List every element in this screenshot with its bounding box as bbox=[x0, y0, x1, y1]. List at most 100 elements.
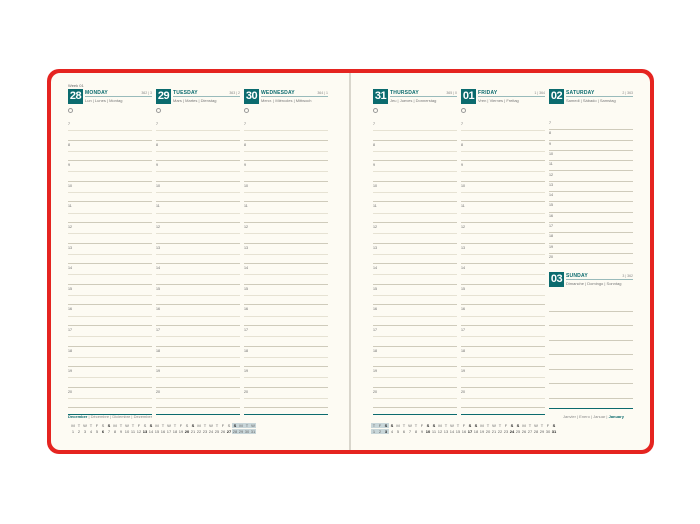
hour-slot[interactable]: 14 bbox=[156, 264, 240, 285]
hour-slot[interactable]: 12 bbox=[244, 223, 328, 244]
hour-slot[interactable]: 17 bbox=[373, 326, 457, 347]
hour-slot[interactable]: 16 bbox=[461, 305, 545, 326]
mini-cell[interactable]: S bbox=[101, 423, 105, 428]
mini-cell[interactable]: F bbox=[221, 423, 225, 428]
mini-cell[interactable]: S bbox=[383, 423, 389, 428]
mini-cell[interactable]: S bbox=[552, 423, 556, 428]
mini-cell[interactable]: 2 bbox=[377, 429, 383, 434]
hour-slot[interactable]: 20 bbox=[373, 388, 457, 409]
mini-cell[interactable]: 30 bbox=[244, 429, 250, 434]
mini-cell[interactable]: 14 bbox=[148, 429, 154, 434]
mini-cell[interactable]: 21 bbox=[190, 429, 196, 434]
hour-slot[interactable]: 14 bbox=[373, 264, 457, 285]
hour-slot[interactable]: 8 bbox=[68, 141, 152, 162]
mini-cell[interactable]: M bbox=[238, 423, 244, 428]
hour-slot[interactable]: 7 bbox=[244, 120, 328, 141]
mini-cell[interactable]: 12 bbox=[136, 429, 142, 434]
hour-slot[interactable] bbox=[549, 384, 633, 399]
hour-slot[interactable]: 9 bbox=[461, 161, 545, 182]
mini-cell[interactable]: T bbox=[215, 423, 219, 428]
hour-slot[interactable]: 15 bbox=[549, 202, 633, 213]
mini-cell[interactable]: 9 bbox=[119, 429, 123, 434]
mini-cell[interactable]: 28 bbox=[533, 429, 539, 434]
mini-cell[interactable]: 19 bbox=[178, 429, 184, 434]
mini-cell[interactable]: T bbox=[244, 423, 250, 428]
mini-cell[interactable]: T bbox=[414, 423, 418, 428]
hour-slot[interactable] bbox=[549, 341, 633, 355]
mini-cell[interactable]: 24 bbox=[208, 429, 214, 434]
mini-cell[interactable]: 4 bbox=[89, 429, 93, 434]
mini-cell[interactable]: W bbox=[209, 423, 213, 428]
mini-cell[interactable]: 23 bbox=[503, 429, 509, 434]
hour-slot[interactable]: 16 bbox=[549, 213, 633, 223]
hour-slot[interactable]: 11 bbox=[68, 202, 152, 223]
mini-cell[interactable]: T bbox=[203, 423, 207, 428]
mini-cell[interactable]: 17 bbox=[467, 429, 473, 434]
mini-cell[interactable]: M bbox=[438, 423, 442, 428]
mini-cell[interactable]: 1 bbox=[71, 429, 75, 434]
mini-cell[interactable]: T bbox=[119, 423, 123, 428]
hour-slot[interactable]: 14 bbox=[549, 192, 633, 203]
mini-cell[interactable]: 29 bbox=[238, 429, 244, 434]
hour-slot[interactable]: 16 bbox=[68, 305, 152, 326]
mini-cell[interactable]: S bbox=[426, 423, 430, 428]
mini-cell[interactable]: 26 bbox=[220, 429, 226, 434]
mini-cell[interactable]: 17 bbox=[166, 429, 172, 434]
mini-cell[interactable]: 13 bbox=[142, 429, 148, 434]
mini-cell[interactable]: 26 bbox=[521, 429, 527, 434]
hour-slot[interactable]: 13 bbox=[549, 182, 633, 193]
mini-cell[interactable]: 2 bbox=[77, 429, 81, 434]
hour-slot[interactable]: 8 bbox=[461, 141, 545, 162]
hour-slot[interactable]: 9 bbox=[244, 161, 328, 182]
hour-slot[interactable]: 8 bbox=[156, 141, 240, 162]
hour-slot[interactable]: 12 bbox=[373, 223, 457, 244]
hour-slot[interactable]: 20 bbox=[244, 388, 328, 409]
hour-slot[interactable]: 9 bbox=[373, 161, 457, 182]
hour-slot[interactable]: 10 bbox=[68, 182, 152, 203]
hour-slot[interactable]: 12 bbox=[461, 223, 545, 244]
mini-cell[interactable]: T bbox=[498, 423, 502, 428]
hour-slot[interactable]: 18 bbox=[68, 347, 152, 368]
mini-cell[interactable]: S bbox=[227, 423, 231, 428]
mini-cell[interactable]: 29 bbox=[539, 429, 545, 434]
mini-cell[interactable]: T bbox=[456, 423, 460, 428]
mini-cell[interactable]: 28 bbox=[232, 429, 238, 434]
hour-slot[interactable] bbox=[549, 355, 633, 370]
hour-slot[interactable]: 7 bbox=[68, 120, 152, 141]
hour-slot[interactable]: 18 bbox=[156, 347, 240, 368]
mini-cell[interactable]: M bbox=[71, 423, 75, 428]
mini-cell[interactable]: F bbox=[462, 423, 466, 428]
mini-cell[interactable]: W bbox=[125, 423, 129, 428]
hour-slot[interactable]: 7 bbox=[373, 120, 457, 141]
mini-cell[interactable]: F bbox=[95, 423, 99, 428]
hour-slot[interactable] bbox=[549, 297, 633, 312]
hour-slot[interactable]: 12 bbox=[549, 172, 633, 182]
hour-slot[interactable]: 10 bbox=[244, 182, 328, 203]
mini-cell[interactable]: T bbox=[444, 423, 448, 428]
mini-cell[interactable]: 20 bbox=[485, 429, 491, 434]
hour-slot[interactable]: 17 bbox=[461, 326, 545, 347]
mini-cell[interactable]: T bbox=[131, 423, 135, 428]
mini-cell[interactable]: 10 bbox=[425, 429, 431, 434]
mini-cell[interactable]: 11 bbox=[431, 429, 437, 434]
mini-cell[interactable]: T bbox=[486, 423, 490, 428]
mini-cell[interactable]: 18 bbox=[473, 429, 479, 434]
mini-cell[interactable]: F bbox=[377, 423, 383, 428]
mini-cell[interactable]: W bbox=[250, 423, 256, 428]
hour-slot[interactable]: 12 bbox=[156, 223, 240, 244]
mini-cell[interactable]: 10 bbox=[124, 429, 130, 434]
hour-slot[interactable]: 19 bbox=[156, 367, 240, 388]
mini-cell[interactable]: 5 bbox=[95, 429, 99, 434]
hour-slot[interactable]: 18 bbox=[549, 233, 633, 244]
hour-slot[interactable]: 10 bbox=[156, 182, 240, 203]
hour-slot[interactable]: 11 bbox=[549, 161, 633, 172]
hour-slot[interactable]: 9 bbox=[156, 161, 240, 182]
hour-slot[interactable]: 14 bbox=[461, 264, 545, 285]
hour-slot[interactable] bbox=[549, 370, 633, 384]
hour-slot[interactable] bbox=[549, 312, 633, 326]
hour-slot[interactable]: 10 bbox=[549, 151, 633, 162]
hour-slot[interactable]: 7 bbox=[156, 120, 240, 141]
mini-cell[interactable]: 27 bbox=[527, 429, 533, 434]
hour-slot[interactable]: 12 bbox=[68, 223, 152, 244]
mini-cell[interactable]: 11 bbox=[130, 429, 136, 434]
